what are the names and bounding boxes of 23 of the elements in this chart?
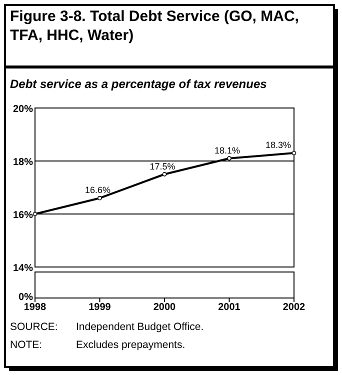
point [292, 150, 296, 156]
text: 0% [18, 292, 34, 303]
data-label: 16.6% [84, 185, 111, 196]
point [162, 172, 167, 176]
y-tick-label: 20% [12, 104, 34, 115]
data-label: 17.5% [150, 161, 176, 172]
chart-title: Figure 3-8. Total Debt Service (GO, MAC, TFA, HHC, Water) [10, 8, 299, 44]
text: NOTE: Excludes prepayments. [10, 339, 186, 351]
y-tick-label: 14% [12, 263, 34, 274]
data-label: 18.1% [214, 145, 240, 156]
point [32, 212, 38, 216]
x-tick-label: 1998 [24, 302, 47, 313]
x-tick-label: 2002 [282, 302, 306, 313]
x-tick-label: 2000 [153, 302, 176, 313]
data-label: 18.3% [265, 140, 291, 150]
x-tick-label: 1999 [88, 302, 112, 313]
point [227, 156, 232, 161]
chart-subtitle: Debt service as a percentage of tax revenues [10, 77, 268, 91]
point [98, 196, 102, 200]
y-tick-label: 16% [12, 210, 34, 221]
y-tick-label: 18% [12, 157, 34, 168]
x-tick-label: 2001 [218, 302, 241, 313]
text: SOURCE: Independent Budget Office. [10, 321, 204, 333]
